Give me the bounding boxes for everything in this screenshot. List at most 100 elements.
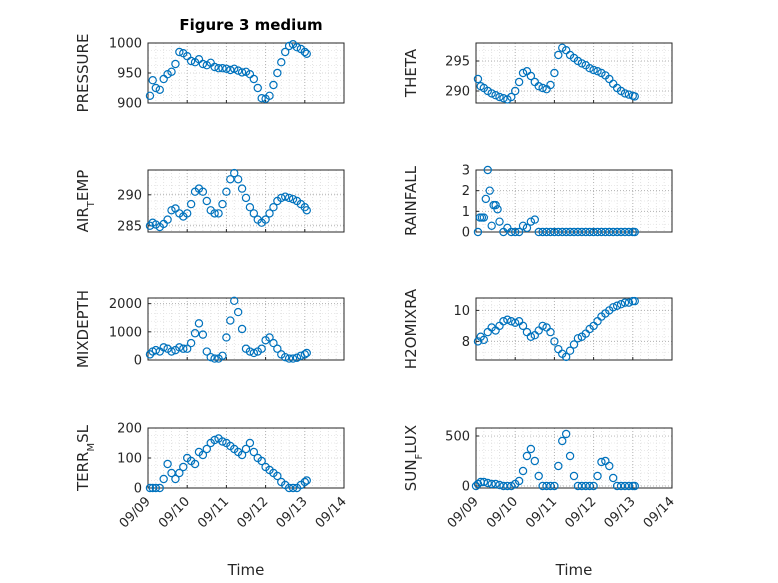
data-point <box>210 209 219 218</box>
data-point <box>273 344 282 353</box>
data-point <box>175 468 184 478</box>
data-point <box>558 227 567 237</box>
plot-area <box>476 170 672 232</box>
y-tick-label: 2 <box>462 184 470 199</box>
data-point <box>593 227 602 237</box>
data-point <box>151 83 161 93</box>
y-tick-label: 10 <box>453 304 470 319</box>
data-point <box>237 324 247 334</box>
data-point <box>163 215 172 224</box>
data-point <box>226 65 235 75</box>
plot-area <box>148 428 344 488</box>
y-tick-label: 0 <box>462 480 470 495</box>
data-point <box>511 318 520 327</box>
data-point <box>300 47 309 57</box>
data-point <box>473 227 483 237</box>
subplot-h2omixra: 8 10 H2OMIXRA <box>402 288 673 369</box>
data-point <box>218 351 227 360</box>
data-point <box>620 227 630 237</box>
data-point <box>163 459 172 469</box>
data-point <box>487 89 496 98</box>
data-point <box>550 481 559 491</box>
y-tick-label: 200 <box>117 422 142 437</box>
data-point <box>269 338 278 348</box>
y-tick-label: 900 <box>117 97 142 112</box>
y-tick-label: 1000 <box>109 37 142 52</box>
data-point <box>530 456 540 466</box>
data-point <box>495 217 504 226</box>
data-point <box>581 481 590 491</box>
data-point <box>503 481 512 491</box>
data-point <box>190 459 200 469</box>
data-point <box>210 435 219 445</box>
data-point <box>593 471 602 481</box>
data-point <box>522 451 532 461</box>
data-point <box>585 481 594 491</box>
plot-area <box>476 428 672 488</box>
data-point <box>265 333 274 342</box>
y-axis-label: H2OMIXRA <box>402 288 420 369</box>
data-point <box>222 333 231 342</box>
data-point <box>624 481 634 491</box>
data-point <box>534 81 543 91</box>
data-point <box>479 335 489 345</box>
y-tick-label: 950 <box>117 67 142 82</box>
data-point <box>253 83 262 93</box>
y-tick-label: 0 <box>462 226 470 241</box>
data-point <box>493 205 502 214</box>
data-point <box>230 296 239 306</box>
data-point <box>202 347 211 356</box>
data-point <box>151 345 161 355</box>
data-point <box>281 192 290 201</box>
data-point <box>281 352 290 362</box>
data-point <box>284 41 294 51</box>
data-point <box>145 483 155 493</box>
data-point <box>179 462 188 472</box>
data-point <box>288 354 298 363</box>
data-point <box>210 62 219 72</box>
data-point <box>593 66 602 76</box>
data-point <box>538 481 547 491</box>
data-point <box>167 347 176 356</box>
data-point <box>300 350 309 359</box>
data-point <box>269 202 278 212</box>
data-point <box>479 213 489 222</box>
data-point <box>202 196 211 206</box>
data-point <box>612 481 622 491</box>
data-point <box>624 227 634 237</box>
data-point <box>214 209 223 218</box>
data-point <box>616 481 626 491</box>
data-point <box>284 193 294 203</box>
data-point <box>214 63 223 73</box>
data-point <box>483 165 492 175</box>
data-point <box>530 215 540 224</box>
data-point <box>550 227 559 237</box>
data-point <box>534 227 543 237</box>
data-point <box>550 337 559 346</box>
data-point <box>577 227 587 237</box>
data-point <box>518 68 528 78</box>
data-point <box>514 227 524 237</box>
y-axis-label: PRESSURE <box>74 34 92 113</box>
data-point <box>538 321 547 331</box>
data-point <box>182 344 192 353</box>
data-point <box>479 477 489 487</box>
data-point <box>288 194 298 204</box>
data-point <box>175 47 184 57</box>
data-point <box>514 476 524 486</box>
data-point <box>589 227 598 237</box>
data-point <box>237 184 247 193</box>
data-point <box>561 429 571 439</box>
data-point <box>284 354 294 363</box>
data-point <box>145 91 155 101</box>
data-point <box>151 483 161 493</box>
data-point <box>302 348 311 358</box>
data-point <box>554 461 563 471</box>
data-point <box>491 200 500 210</box>
subplot-airtemp: 285 290 AIRTEMP <box>74 168 345 234</box>
data-point <box>546 481 555 491</box>
data-point <box>518 321 528 331</box>
data-point <box>620 298 630 307</box>
data-point <box>577 481 587 491</box>
data-point <box>273 68 282 78</box>
